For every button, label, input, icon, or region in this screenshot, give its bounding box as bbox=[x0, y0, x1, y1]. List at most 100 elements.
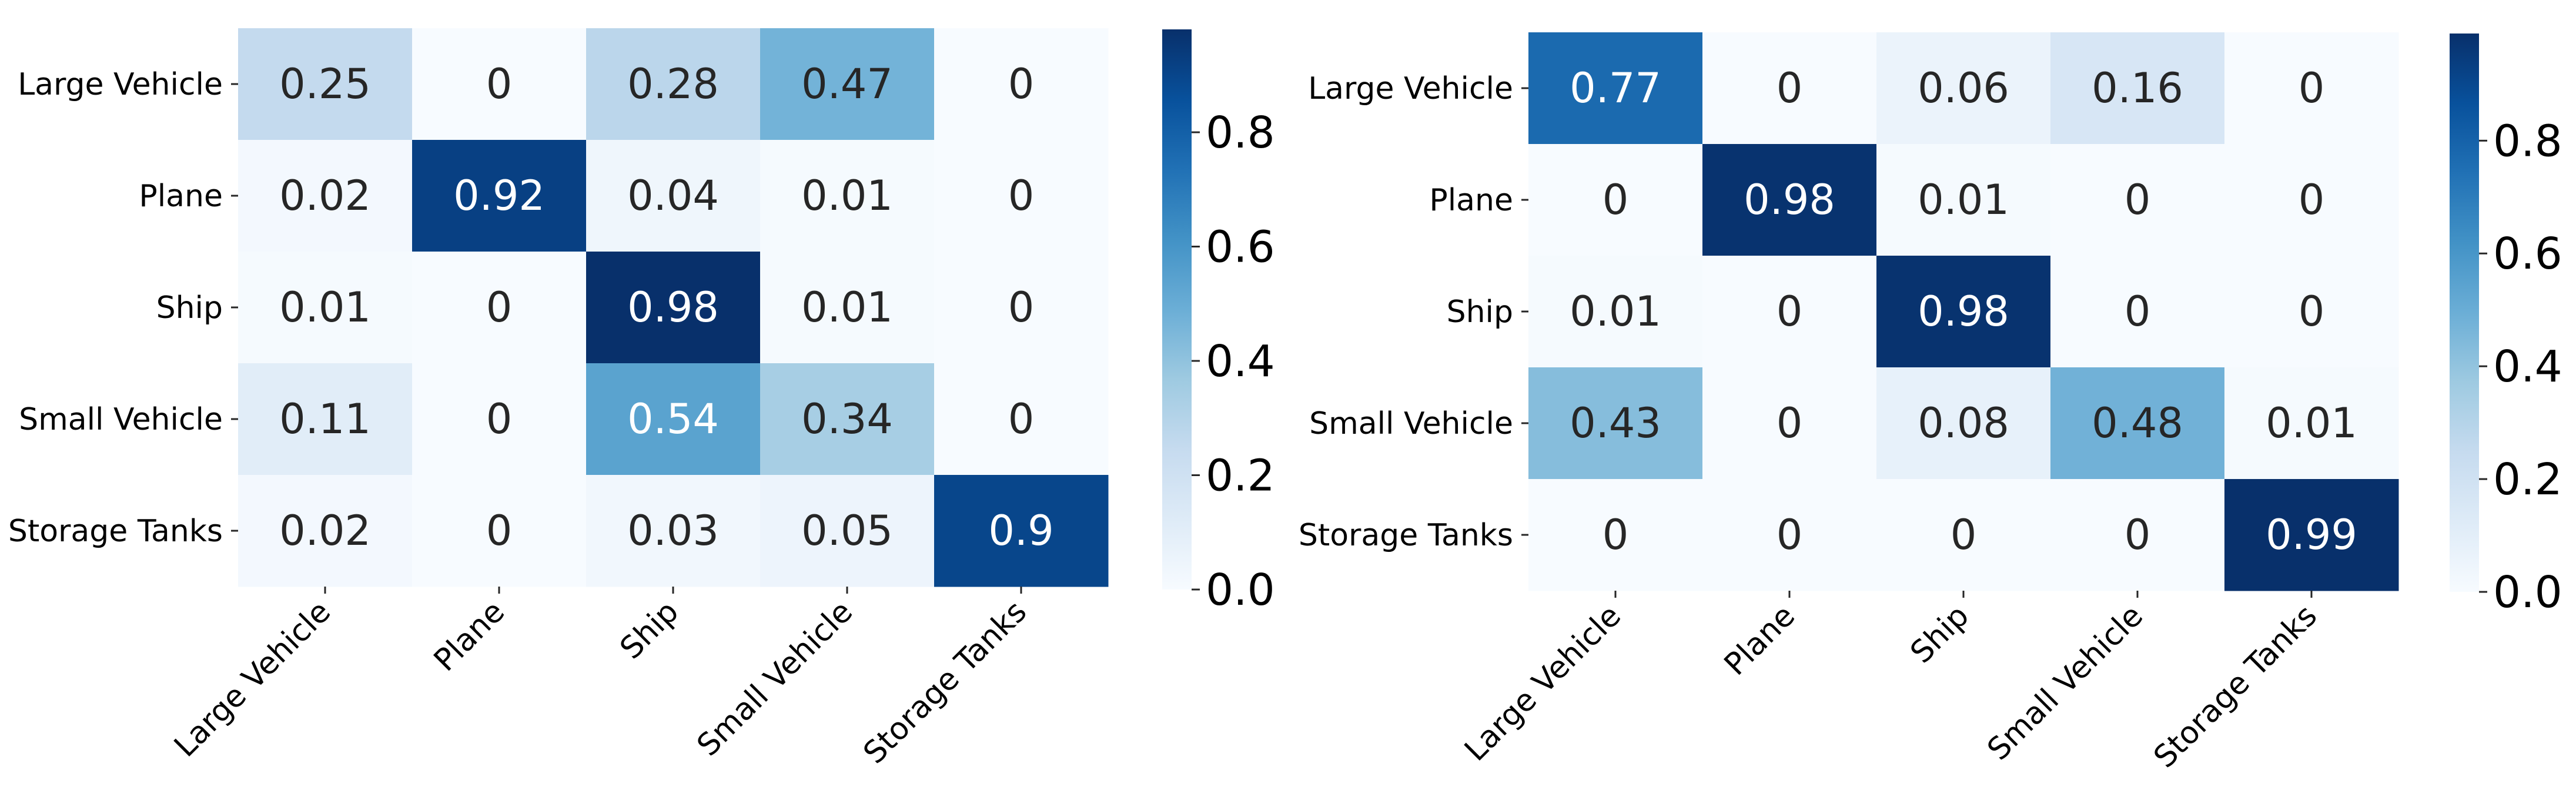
colorbar-tick-label: 0.4 bbox=[1206, 336, 1275, 387]
cell-value-label: 0.11 bbox=[279, 395, 371, 443]
heatmap-cell bbox=[238, 140, 413, 252]
heatmap-cell bbox=[412, 363, 587, 475]
y-tick-label: Storage Tanks bbox=[8, 514, 223, 549]
heatmap-cell bbox=[2224, 32, 2399, 145]
x-tick-label: Plane bbox=[427, 594, 511, 678]
y-tick-label: Small Vehicle bbox=[1309, 406, 1513, 441]
cell-value-label: 0.28 bbox=[627, 60, 719, 108]
colorbar-tick-label: 0.2 bbox=[1206, 451, 1275, 501]
cell-value-label: 0 bbox=[1777, 511, 1803, 559]
heatmap-cell bbox=[412, 140, 587, 252]
y-tick-label: Ship bbox=[156, 290, 223, 326]
colorbar bbox=[2450, 34, 2479, 592]
heatmap-cell bbox=[2224, 479, 2399, 591]
heatmap-cell bbox=[934, 363, 1109, 475]
cell-value-label: 0.01 bbox=[279, 283, 371, 331]
heatmap-cell bbox=[1702, 479, 1877, 591]
heatmap-cell bbox=[586, 140, 761, 252]
heatmap-cell bbox=[760, 252, 935, 364]
heatmap-cell bbox=[586, 28, 761, 140]
cell-value-label: 0.01 bbox=[801, 172, 893, 220]
y-tick-label: Plane bbox=[139, 179, 223, 214]
colorbar-tick-label: 0.0 bbox=[1206, 565, 1275, 615]
cell-value-label: 0.04 bbox=[627, 172, 719, 220]
heatmap-cell bbox=[2050, 256, 2225, 368]
cell-value-label: 0.16 bbox=[2092, 64, 2183, 112]
colorbar-tick-label: 0.6 bbox=[1206, 222, 1275, 273]
heatmap-cell bbox=[934, 28, 1109, 140]
cell-value-label: 0 bbox=[2125, 511, 2151, 559]
heatmap-cell bbox=[1702, 256, 1877, 368]
cell-value-label: 0.98 bbox=[627, 283, 719, 331]
cell-value-label: 0.25 bbox=[279, 60, 371, 108]
cell-value-label: 0.43 bbox=[1570, 399, 1661, 447]
colorbar-tick-label: 0.8 bbox=[2493, 116, 2562, 166]
x-tick-label: Ship bbox=[1904, 598, 1976, 671]
cell-value-label: 0 bbox=[486, 60, 513, 108]
heatmap-cell bbox=[1876, 32, 2051, 145]
heatmap-cell bbox=[1876, 256, 2051, 368]
heatmap-cell bbox=[586, 252, 761, 364]
cell-value-label: 0.05 bbox=[801, 507, 893, 555]
x-tick-label: Small Vehicle bbox=[1980, 598, 2150, 768]
cell-value-label: 0.06 bbox=[1918, 64, 2009, 112]
heatmap-cell bbox=[2224, 144, 2399, 256]
cell-value-label: 0 bbox=[1603, 511, 1629, 559]
cell-value-label: 0.47 bbox=[801, 60, 893, 108]
heatmap-cell bbox=[760, 475, 935, 587]
colorbar-tick-label: 0.4 bbox=[2493, 341, 2562, 392]
cell-value-label: 0.98 bbox=[1918, 287, 2009, 336]
cell-value-label: 0.48 bbox=[2092, 399, 2183, 447]
cell-value-label: 0.08 bbox=[1918, 399, 2009, 447]
heatmap-cell bbox=[1876, 367, 2051, 480]
colorbar bbox=[1162, 29, 1192, 590]
heatmap-cell bbox=[1528, 367, 1703, 480]
cell-value-label: 0 bbox=[2299, 176, 2325, 224]
heatmap-cell bbox=[1528, 256, 1703, 368]
cell-value-label: 0 bbox=[1603, 176, 1629, 224]
cell-value-label: 0 bbox=[1777, 64, 1803, 112]
cell-value-label: 0 bbox=[486, 283, 513, 331]
cell-value-label: 0.02 bbox=[279, 507, 371, 555]
cell-value-label: 0.92 bbox=[453, 172, 545, 220]
cell-value-label: 0 bbox=[1008, 172, 1035, 220]
heatmap-cell bbox=[238, 363, 413, 475]
heatmap-cell bbox=[1528, 32, 1703, 145]
heatmap-cell bbox=[760, 363, 935, 475]
heatmap-cell bbox=[2224, 256, 2399, 368]
heatmap-cell bbox=[1528, 479, 1703, 591]
heatmap-cell bbox=[2050, 32, 2225, 145]
heatmap-cell bbox=[412, 252, 587, 364]
cell-value-label: 0 bbox=[2299, 287, 2325, 336]
heatmap-cell bbox=[934, 140, 1109, 252]
y-tick-label: Large Vehicle bbox=[18, 67, 223, 102]
heatmap-cell bbox=[2224, 367, 2399, 480]
heatmap-cell bbox=[760, 28, 935, 140]
cell-value-label: 0 bbox=[1777, 399, 1803, 447]
heatmap-cell bbox=[1876, 144, 2051, 256]
colorbar-tick-label: 0.8 bbox=[1206, 108, 1275, 158]
y-tick-label: Small Vehicle bbox=[19, 402, 223, 437]
x-tick-label: Large Vehicle bbox=[168, 594, 337, 764]
cell-value-label: 0.01 bbox=[1570, 287, 1661, 336]
cell-value-label: 0 bbox=[2125, 176, 2151, 224]
cell-value-label: 0 bbox=[1951, 511, 1977, 559]
heatmap-cell bbox=[1702, 144, 1877, 256]
cell-value-label: 0.03 bbox=[627, 507, 719, 555]
x-tick-label: Plane bbox=[1718, 598, 1802, 682]
heatmap-cell bbox=[412, 28, 587, 140]
y-tick-label: Large Vehicle bbox=[1308, 71, 1513, 106]
heatmap-cell bbox=[412, 475, 587, 587]
heatmap-cell bbox=[1702, 32, 1877, 145]
heatmap-cell bbox=[1528, 144, 1703, 256]
heatmap-cell bbox=[934, 475, 1109, 587]
cell-value-label: 0 bbox=[1008, 60, 1035, 108]
heatmap-cell bbox=[1876, 479, 2051, 591]
y-tick-label: Ship bbox=[1447, 294, 1513, 330]
confusion-matrix-left: 0.25 0 0.28 0.47 0 0.02 0.92 0.04 0.01 0 0.01 0 0.98… bbox=[8, 28, 1275, 771]
x-tick-label: Small Vehicle bbox=[690, 594, 859, 763]
cell-value-label: 0 bbox=[1777, 287, 1803, 336]
confusion-matrix-right: 0.77 0 0.06 0.16 0 0 0.98 0.01 0 0 0.01 0 0.98 0 0 0.43… bbox=[1299, 32, 2562, 775]
heatmap-cell bbox=[1702, 367, 1877, 480]
